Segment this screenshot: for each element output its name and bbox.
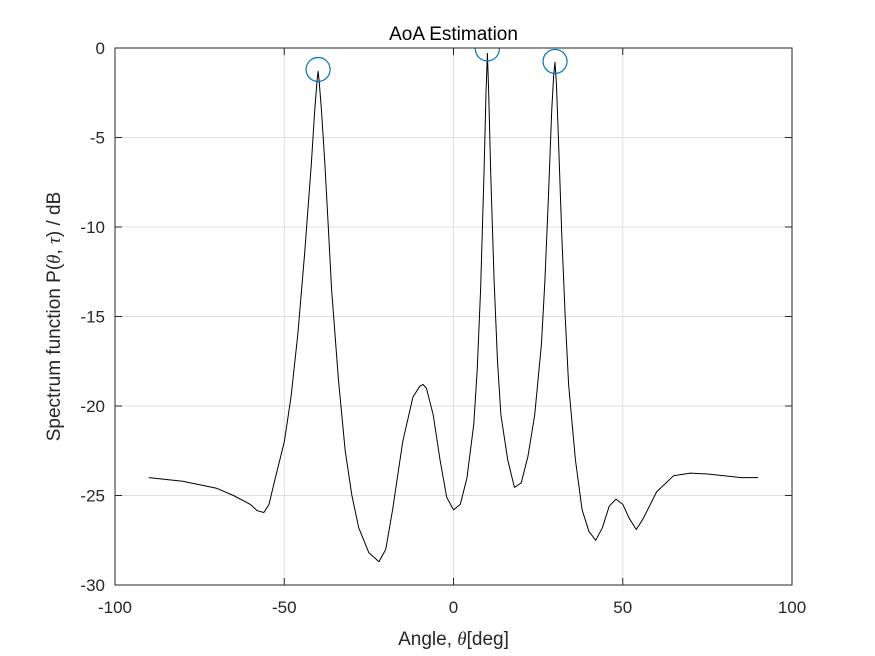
y-tick-label: -25 xyxy=(80,487,105,506)
y-tick-label: -10 xyxy=(80,218,105,237)
x-tick-label: 100 xyxy=(778,598,806,617)
grid-lines xyxy=(114,47,793,586)
chart-title: AoA Estimation xyxy=(389,24,518,45)
peak-marker xyxy=(305,56,331,83)
axis-ticks: -100 -50 0 50 100 0 -5 -10 -15 -20 -25 -30 xyxy=(80,39,806,617)
x-tick-label: -50 xyxy=(272,598,297,617)
peak-marker xyxy=(542,48,568,75)
y-tick-label: 0 xyxy=(96,39,105,58)
y-tick-label: -30 xyxy=(80,576,105,595)
y-tick-label: -5 xyxy=(90,129,105,148)
y-axis-label: Spectrum function P(θ, τ) / dB xyxy=(44,192,65,442)
y-tick-label: -15 xyxy=(80,308,105,327)
x-tick-label: -100 xyxy=(98,598,132,617)
peak-marker xyxy=(474,48,500,62)
spectrum-line xyxy=(148,52,759,563)
x-tick-label: 0 xyxy=(449,598,458,617)
y-tick-label: -20 xyxy=(80,397,105,416)
plot-series xyxy=(148,48,759,563)
x-tick-label: 50 xyxy=(613,598,632,617)
x-axis-label: Angle, θ[deg] xyxy=(398,629,509,650)
